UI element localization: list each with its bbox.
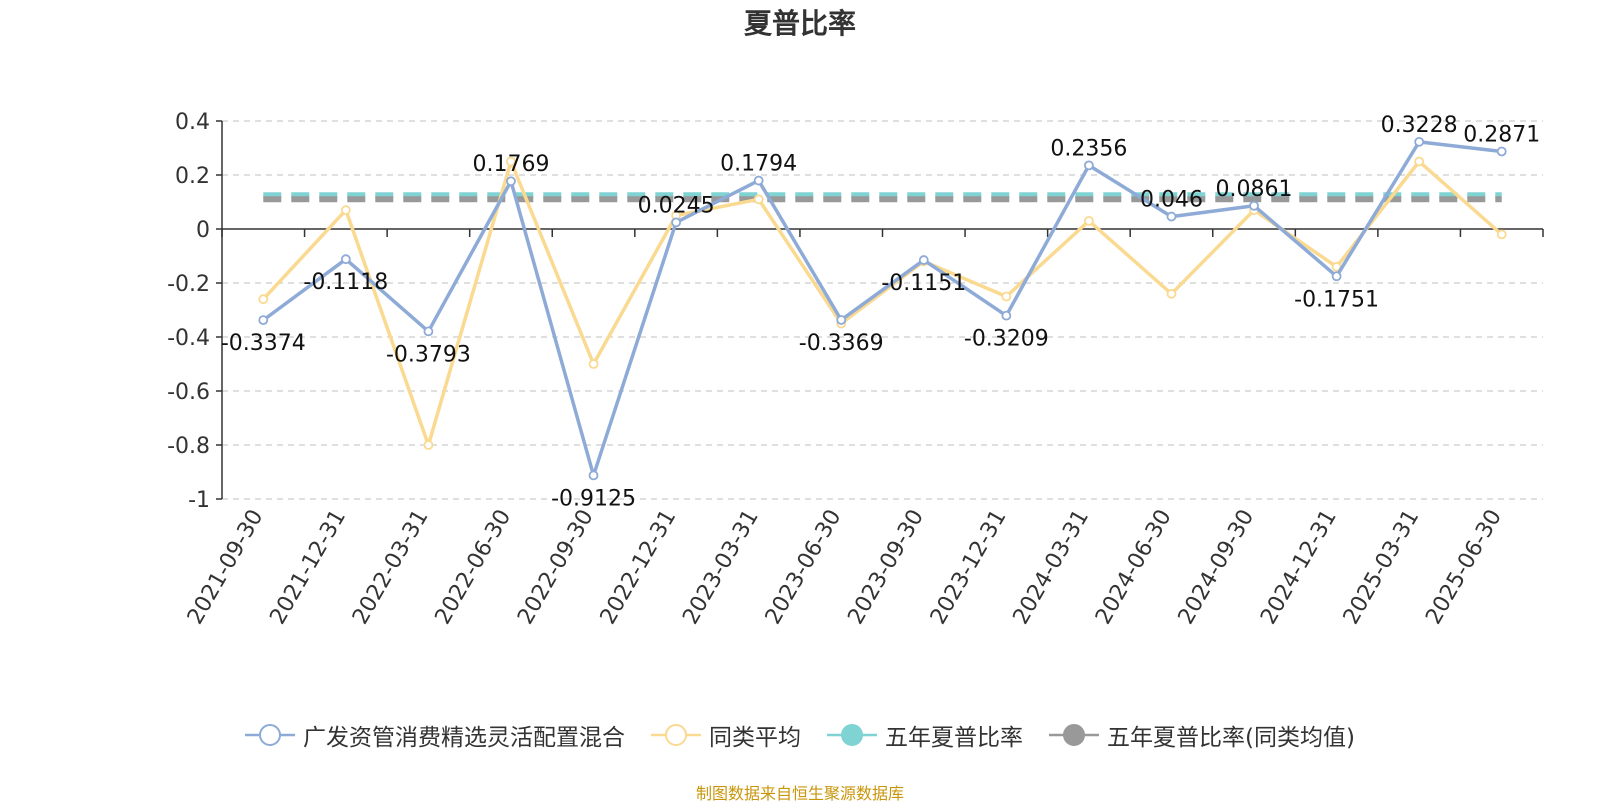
legend-label: 同类平均 [709,725,802,751]
data-label: -0.3793 [386,342,471,367]
data-label: 0.046 [1140,188,1203,213]
peer-average-point [1166,288,1177,299]
x-tick-label: 2022-12-31 [596,506,682,629]
chart-title: 夏普比率 [743,7,856,40]
legend-label: 广发资管消费精选灵活配置混合 [303,725,626,751]
x-tick-label: 2024-06-30 [1091,506,1177,629]
peer-average-point [1414,156,1425,167]
data-label: -0.3374 [221,331,306,356]
y-tick-label: -0.2 [167,272,210,297]
y-tick-label: -0.4 [167,326,210,351]
fund-point [918,255,929,265]
source-note: 制图数据来自恒生聚源数据库 [695,784,904,803]
fund-point [588,470,599,481]
legend-item[interactable]: 五年夏普比率 [827,718,1023,752]
fund-point [1414,136,1425,147]
data-label: 0.0245 [638,193,715,218]
fund-point [1084,160,1094,171]
x-tick-label: 2021-12-31 [265,506,351,629]
fund-point [506,176,516,187]
data-label: -0.9125 [551,486,636,511]
peer-average-point [258,294,269,305]
peer-average-point [1496,229,1507,240]
data-label: -0.1751 [1294,287,1379,312]
fund-point [258,315,269,325]
fund-point [1331,271,1342,282]
x-tick-label: 2023-06-30 [761,506,847,629]
peer-average-point [506,156,516,167]
legend-symbol-icon [1049,724,1100,746]
x-tick-label: 2021-09-30 [183,506,269,629]
data-label: -0.1151 [881,271,966,296]
peer-average-point [753,194,764,205]
data-label: 0.1794 [720,152,797,177]
data-label: -0.3369 [799,331,884,356]
data-label: 0.2356 [1050,136,1127,161]
legend-label: 五年夏普比率(同类均值) [1107,725,1355,751]
fund-point [671,217,681,228]
data-label: -0.3209 [964,327,1049,352]
x-tick-label: 2022-09-30 [513,506,599,629]
y-tick-label: -0.6 [167,380,210,405]
data-label: 0.3228 [1381,113,1458,138]
legend-symbol-icon [827,724,878,746]
data-label: -0.1118 [303,270,388,295]
fund-point [1001,310,1012,321]
peer-average-point [588,359,599,369]
y-tick-label: 0 [196,218,210,243]
x-tick-label: 2024-09-30 [1174,506,1260,629]
x-tick-label: 2023-03-31 [678,506,764,629]
y-tick-label: 0.4 [175,110,210,135]
x-tick-label: 2024-03-31 [1009,506,1095,629]
peer-average-line [261,159,1503,447]
x-tick-label: 2022-06-30 [431,506,517,629]
legend-symbol-icon [651,724,702,746]
x-tick-label: 2022-03-31 [348,506,434,629]
legend: 广发资管消费精选灵活配置混合 同类平均 五年夏普比率 五年夏普比率(同类均值) [0,718,1600,752]
x-tick-label: 2024-12-31 [1256,506,1342,629]
legend-item[interactable]: 五年夏普比率(同类均值) [1049,718,1355,752]
x-tick-label: 2023-12-31 [926,506,1012,629]
peer-average-point [1001,291,1012,302]
fund-point [423,326,434,337]
y-tick-label: -1 [188,488,210,513]
x-tick-label: 2023-09-30 [843,506,929,629]
fund-point [340,254,351,265]
y-tick-label: 0.2 [175,164,210,189]
peer-average-point [423,440,434,450]
x-tick-label: 2025-03-31 [1339,506,1425,629]
data-label: 0.2871 [1463,122,1540,147]
legend-item[interactable]: 同类平均 [651,718,801,752]
fund-series-line [262,140,1502,478]
data-label: 0.0861 [1216,177,1293,202]
x-tick-label: 2025-06-30 [1421,506,1507,629]
fund-point [1496,146,1507,157]
legend-label: 五年夏普比率 [885,725,1024,751]
fund-point [1166,211,1177,222]
peer-average-point [340,205,351,216]
peer-average-point [1084,215,1094,226]
legend-symbol-icon [245,724,296,746]
data-label: 0.1769 [472,152,549,177]
fund-point [836,315,847,325]
fund-point [1249,200,1259,211]
legend-item[interactable]: 广发资管消费精选灵活配置混合 [245,718,625,752]
fund-point [753,175,764,186]
y-tick-label: -0.8 [167,434,210,459]
